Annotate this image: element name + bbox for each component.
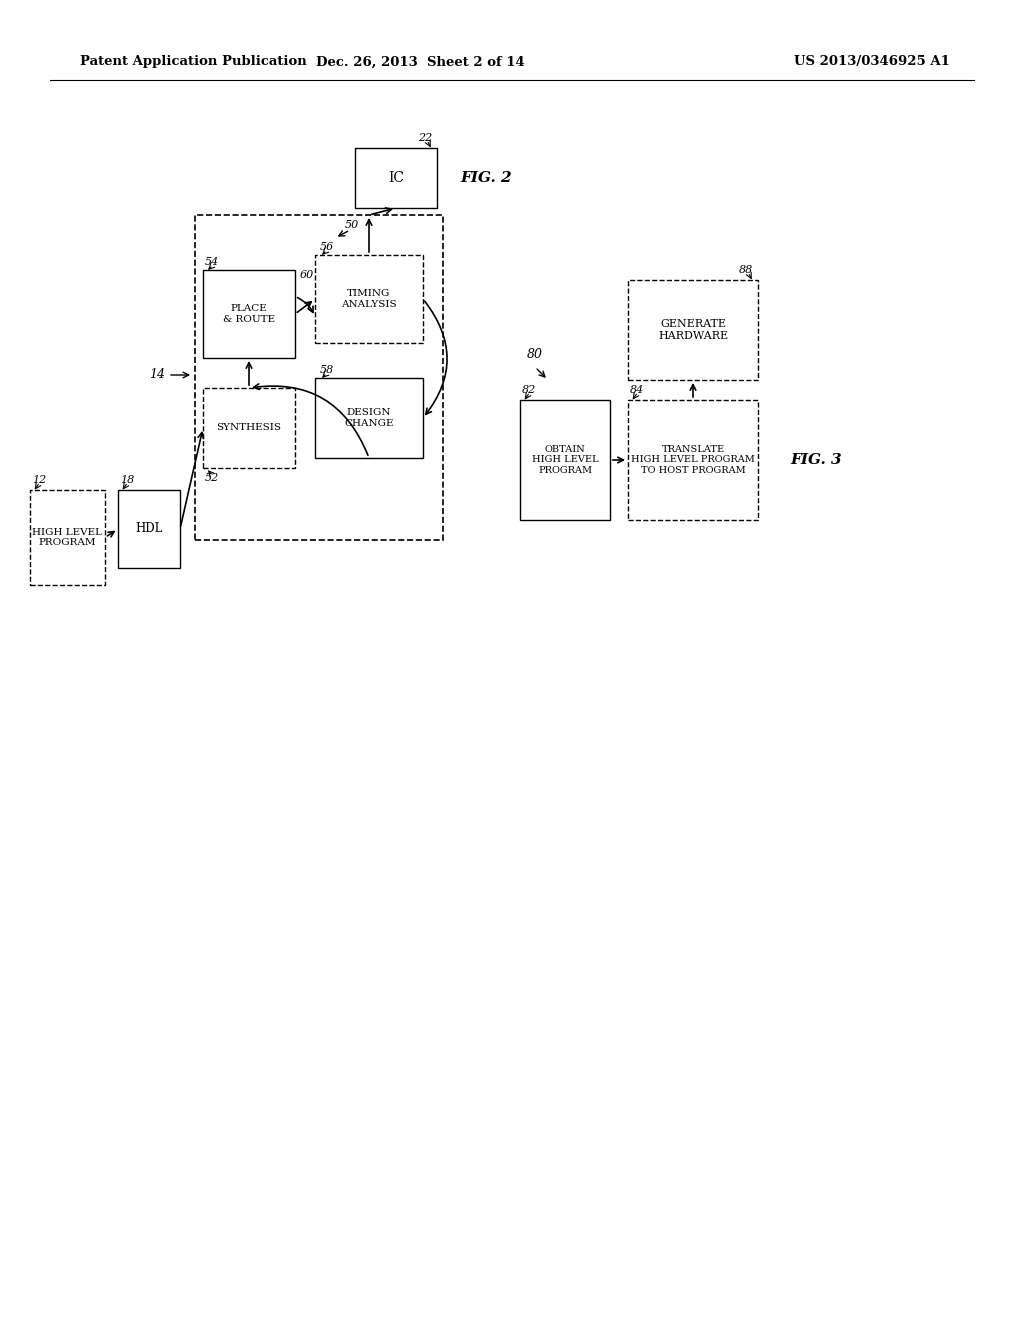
Text: 22: 22 [418, 133, 432, 143]
Bar [30, 490, 105, 585]
Text: 12: 12 [32, 475, 46, 484]
Text: 82: 82 [522, 385, 537, 395]
Text: 54: 54 [205, 257, 219, 267]
Bar [355, 148, 437, 209]
Bar [315, 378, 423, 458]
Bar [203, 271, 295, 358]
Text: Patent Application Publication: Patent Application Publication [80, 55, 307, 69]
Text: HIGH LEVEL
PROGRAM: HIGH LEVEL PROGRAM [33, 528, 102, 548]
Text: 50: 50 [345, 220, 359, 230]
Text: SYNTHESIS: SYNTHESIS [216, 424, 282, 433]
Bar [203, 388, 295, 469]
Text: 80: 80 [527, 348, 543, 362]
Text: HDL: HDL [135, 523, 163, 536]
Text: FIG. 2: FIG. 2 [460, 172, 512, 185]
Text: TRANSLATE
HIGH LEVEL PROGRAM
TO HOST PROGRAM: TRANSLATE HIGH LEVEL PROGRAM TO HOST PRO… [631, 445, 755, 475]
Text: TIMING
ANALYSIS: TIMING ANALYSIS [341, 289, 397, 309]
Text: GENERATE
HARDWARE: GENERATE HARDWARE [658, 319, 728, 341]
Bar [315, 255, 423, 343]
Bar [118, 490, 180, 568]
Text: OBTAIN
HIGH LEVEL
PROGRAM: OBTAIN HIGH LEVEL PROGRAM [531, 445, 598, 475]
Bar [628, 280, 758, 380]
Text: Dec. 26, 2013  Sheet 2 of 14: Dec. 26, 2013 Sheet 2 of 14 [315, 55, 524, 69]
Text: FIG. 3: FIG. 3 [790, 453, 842, 467]
Text: US 2013/0346925 A1: US 2013/0346925 A1 [795, 55, 950, 69]
Bar [195, 215, 443, 540]
Text: 60: 60 [300, 271, 314, 280]
Bar [520, 400, 610, 520]
Text: 18: 18 [120, 475, 134, 484]
Text: 84: 84 [630, 385, 644, 395]
Text: DESIGN
CHANGE: DESIGN CHANGE [344, 408, 394, 428]
Text: 14: 14 [150, 368, 165, 381]
Text: 58: 58 [319, 366, 334, 375]
Text: IC: IC [388, 172, 404, 185]
Text: 52: 52 [205, 473, 219, 483]
Text: PLACE
& ROUTE: PLACE & ROUTE [223, 305, 275, 323]
Text: 56: 56 [319, 242, 334, 252]
Text: 88: 88 [738, 265, 753, 275]
Bar [628, 400, 758, 520]
